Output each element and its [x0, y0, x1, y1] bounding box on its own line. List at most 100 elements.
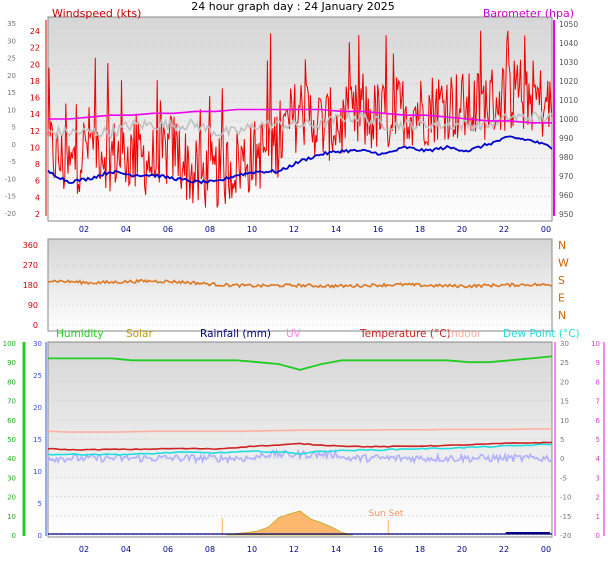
solar-tick-labels: 30 25 20 15 10 5 0 [33, 340, 42, 540]
hour-label: 10 [247, 545, 257, 554]
outer-tick-label: 15 [7, 89, 16, 97]
uv-tick-label: 8 [596, 378, 600, 386]
outer-tick-label: -15 [5, 193, 16, 201]
humidity-tick-label: 80 [7, 378, 16, 386]
temperature-tick-label: -10 [560, 494, 571, 502]
wind-hour-labels: 02 04 06 08 10 12 14 16 18 20 22 00 [79, 225, 551, 234]
uv-tick-label: 0 [596, 532, 600, 540]
barometer-tick-label: 1020 [559, 77, 578, 86]
outer-tick-label: 30 [7, 37, 16, 45]
temperature-tick-label: -15 [560, 513, 571, 521]
outer-tick-label: 35 [7, 20, 16, 28]
uv-tick-label: 7 [596, 398, 600, 406]
legend-item: UV [286, 328, 302, 340]
humidity-line [48, 355, 553, 371]
solar-tick-label: 10 [33, 468, 42, 476]
humidity-tick-label: 90 [7, 359, 16, 367]
compass-label: S [558, 274, 565, 287]
solar-tick-label: 25 [33, 372, 42, 380]
windspeed-tick-label: 22 [30, 44, 40, 53]
compass-label: N [558, 239, 566, 252]
windspeed-tick-label: 20 [30, 60, 40, 69]
hour-label: 00 [541, 545, 551, 554]
humidity-tick-label: 40 [7, 455, 16, 463]
hour-label: 14 [331, 225, 341, 234]
temp-hour-labels: 02 04 06 08 10 12 14 16 18 20 22 00 [79, 545, 551, 554]
hour-label: 08 [205, 225, 215, 234]
temperature-tick-label: 20 [560, 378, 569, 386]
hour-label: 06 [163, 545, 173, 554]
compass-label: W [558, 257, 569, 270]
outer-tick-label: 10 [7, 106, 16, 114]
sunset-annotation: Sun Set [369, 509, 404, 519]
hour-label: 00 [541, 225, 551, 234]
temperature-tick-label: 30 [560, 340, 569, 348]
hour-label: 18 [415, 545, 425, 554]
barometer-tick-label: 1030 [559, 58, 578, 67]
barometer-tick-label: 1010 [559, 96, 578, 105]
hour-label: 14 [331, 545, 341, 554]
legend-item: Solar [126, 328, 153, 340]
temperature-tick-labels: 30 25 20 15 10 5 0 -5 -10 -15 -20 [560, 340, 571, 540]
hour-label: 04 [121, 225, 131, 234]
legend-item: Dew Point (°C) [503, 328, 580, 340]
uv-tick-label: 5 [596, 436, 600, 444]
winddir-grid [48, 244, 552, 326]
windspeed-tick-label: 12 [30, 127, 40, 136]
humidity-tick-label: 100 [3, 340, 16, 348]
outer-tick-label: 25 [7, 55, 16, 63]
windspeed-tick-label: 2 [35, 210, 40, 219]
uv-tick-label: 4 [596, 455, 601, 463]
barometer-tick-label: 990 [559, 134, 574, 143]
solar-tick-label: 5 [38, 500, 42, 508]
temp-panel-series [47, 355, 553, 536]
average-wind-line [47, 108, 553, 140]
barometer-tick-label: 950 [559, 210, 574, 219]
winddir-line [47, 278, 553, 289]
hour-label: 18 [415, 225, 425, 234]
windspeed-tick-label: 14 [30, 110, 40, 119]
windspeed-tick-label: 10 [30, 143, 40, 152]
hour-label: 12 [289, 545, 299, 554]
windspeed-tick-label: 6 [35, 177, 40, 186]
humidity-tick-label: 20 [7, 494, 16, 502]
temperature-tick-label: 15 [560, 398, 569, 406]
windspeed-tick-label: 16 [30, 94, 40, 103]
legend: Humidity Solar Rainfall (mm) UV Temperature … [56, 328, 580, 340]
windspeed-line [47, 30, 553, 208]
hour-label: 10 [247, 225, 257, 234]
hour-label: 02 [79, 225, 89, 234]
temperature-tick-label: -20 [560, 532, 571, 540]
windspeed-tick-label: 24 [30, 27, 40, 36]
humidity-tick-label: 0 [12, 532, 16, 540]
humidity-tick-label: 10 [7, 513, 16, 521]
dewpoint-line [47, 443, 553, 456]
indoor-line [47, 428, 552, 433]
hour-label: 20 [457, 225, 467, 234]
hour-label: 04 [121, 545, 131, 554]
blue-series-line [47, 135, 553, 185]
solar-tick-label: 15 [33, 436, 42, 444]
outer-tick-label: 20 [7, 72, 16, 80]
hour-label: 20 [457, 545, 467, 554]
barometer-tick-label: 980 [559, 153, 574, 162]
legend-item: Rainfall (mm) [200, 328, 271, 340]
wind-left-tick-labels: 24 22 20 18 16 14 12 10 8 6 4 2 [30, 27, 40, 219]
barometer-tick-label: 1000 [559, 115, 578, 124]
barometer-line [48, 108, 552, 124]
legend-item: Humidity [56, 328, 104, 340]
uv-tick-label: 3 [596, 474, 600, 482]
temperature-tick-label: 25 [560, 359, 569, 367]
hour-label: 16 [373, 545, 383, 554]
barometer-tick-label: 970 [559, 172, 574, 181]
windspeed-tick-label: 18 [30, 77, 40, 86]
winddir-tick-label: 0 [33, 321, 38, 330]
outer-tick-label: 5 [12, 124, 16, 132]
hour-label: 16 [373, 225, 383, 234]
hour-label: 12 [289, 225, 299, 234]
temperature-line [47, 441, 553, 451]
